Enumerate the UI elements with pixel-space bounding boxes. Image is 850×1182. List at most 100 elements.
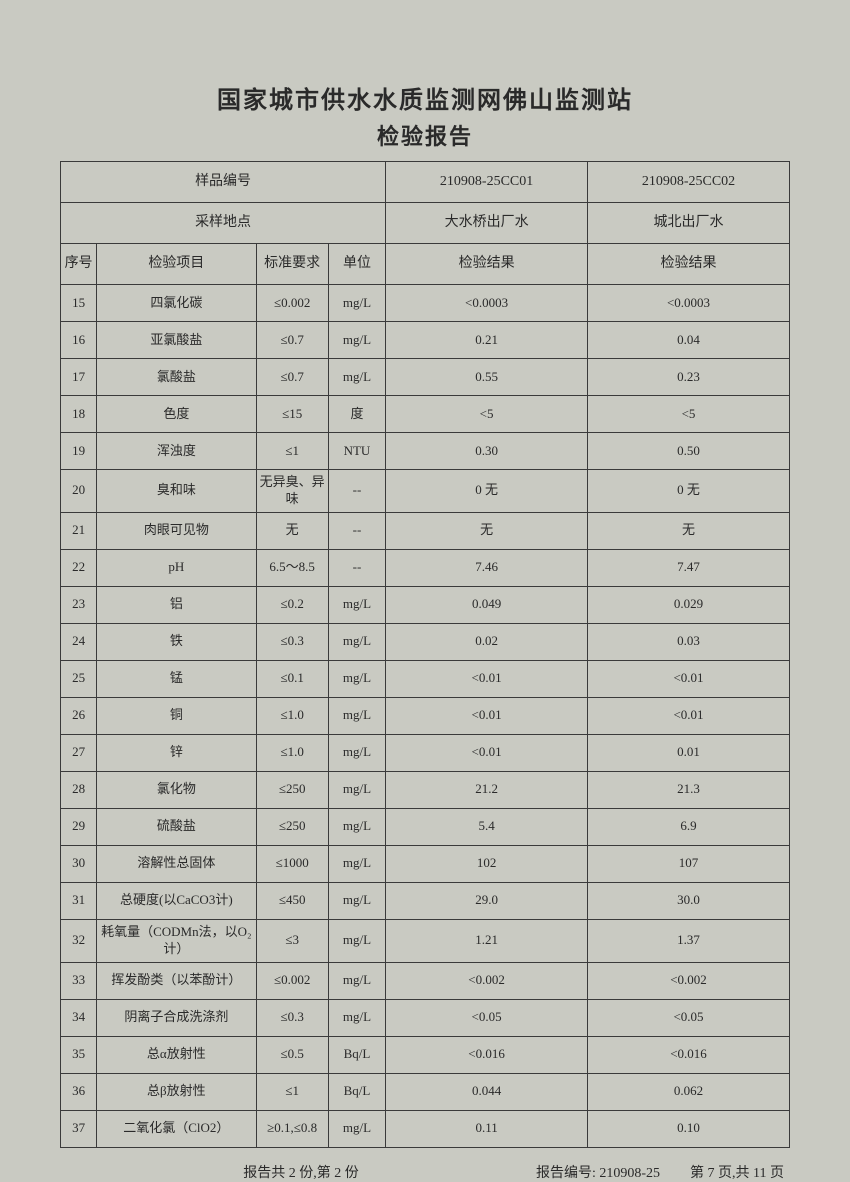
cell-r2: <0.002: [588, 962, 790, 999]
table-row: 21肉眼可见物无--无无: [61, 512, 790, 549]
cell-seq: 33: [61, 962, 97, 999]
cell-r1: <0.002: [386, 962, 588, 999]
footer-report-no: 报告编号: 210908-25: [536, 1162, 660, 1182]
cell-std: ≤0.7: [256, 359, 328, 396]
cell-item: 肉眼可见物: [97, 512, 256, 549]
cell-item: 臭和味: [97, 470, 256, 513]
cell-seq: 30: [61, 845, 97, 882]
cell-r2: 无: [588, 512, 790, 549]
cell-unit: Bq/L: [328, 1073, 385, 1110]
cell-seq: 29: [61, 808, 97, 845]
cell-unit: --: [328, 512, 385, 549]
cell-std: ≤0.3: [256, 623, 328, 660]
cell-r1: 0.55: [386, 359, 588, 396]
report-table: 样品编号 210908-25CC01 210908-25CC02 采样地点 大水…: [60, 161, 790, 1148]
cell-std: ≤3: [256, 919, 328, 962]
table-row: 35总α放射性≤0.5Bq/L<0.016<0.016: [61, 1036, 790, 1073]
cell-unit: mg/L: [328, 845, 385, 882]
header-row-sample-no: 样品编号 210908-25CC01 210908-25CC02: [61, 162, 790, 203]
cell-item: 四氯化碳: [97, 285, 256, 322]
cell-seq: 21: [61, 512, 97, 549]
table-row: 28氯化物≤250mg/L21.221.3: [61, 771, 790, 808]
cell-item: 氯酸盐: [97, 359, 256, 396]
report-footer: 报告共 2 份,第 2 份 报告编号: 210908-25 第 7 页,共 11…: [60, 1162, 790, 1182]
cell-item: 铝: [97, 586, 256, 623]
cell-seq: 18: [61, 396, 97, 433]
col-unit-label: 单位: [328, 244, 385, 285]
cell-seq: 19: [61, 433, 97, 470]
location-1: 大水桥出厂水: [386, 203, 588, 244]
cell-item: 总硬度(以CaCO3计): [97, 882, 256, 919]
cell-r2: <0.01: [588, 660, 790, 697]
cell-r2: 0.029: [588, 586, 790, 623]
cell-seq: 23: [61, 586, 97, 623]
table-row: 17氯酸盐≤0.7mg/L0.550.23: [61, 359, 790, 396]
sample-no-label: 样品编号: [61, 162, 386, 203]
cell-seq: 27: [61, 734, 97, 771]
cell-r2: 0.03: [588, 623, 790, 660]
cell-std: ≤15: [256, 396, 328, 433]
cell-r2: 107: [588, 845, 790, 882]
cell-std: 无: [256, 512, 328, 549]
cell-unit: --: [328, 470, 385, 513]
cell-unit: --: [328, 549, 385, 586]
cell-item: pH: [97, 549, 256, 586]
cell-item: 耗氧量（CODMn法，以O₂计）: [97, 919, 256, 962]
col-result-1-label: 检验结果: [386, 244, 588, 285]
cell-unit: mg/L: [328, 322, 385, 359]
sample-no-2: 210908-25CC02: [588, 162, 790, 203]
cell-seq: 16: [61, 322, 97, 359]
cell-r2: 7.47: [588, 549, 790, 586]
cell-r1: 0.30: [386, 433, 588, 470]
table-row: 15四氯化碳≤0.002mg/L<0.0003<0.0003: [61, 285, 790, 322]
cell-seq: 17: [61, 359, 97, 396]
col-item-label: 检验项目: [97, 244, 256, 285]
cell-item: 溶解性总固体: [97, 845, 256, 882]
cell-r1: 0.02: [386, 623, 588, 660]
cell-r1: <0.01: [386, 734, 588, 771]
cell-item: 铜: [97, 697, 256, 734]
footer-copies: 报告共 2 份,第 2 份: [66, 1162, 536, 1182]
cell-r2: 0.50: [588, 433, 790, 470]
header-row-location: 采样地点 大水桥出厂水 城北出厂水: [61, 203, 790, 244]
cell-item: 浑浊度: [97, 433, 256, 470]
cell-r2: <5: [588, 396, 790, 433]
cell-r2: 1.37: [588, 919, 790, 962]
cell-r2: <0.0003: [588, 285, 790, 322]
table-row: 24铁≤0.3mg/L0.020.03: [61, 623, 790, 660]
cell-r1: 5.4: [386, 808, 588, 845]
cell-unit: mg/L: [328, 919, 385, 962]
cell-unit: mg/L: [328, 771, 385, 808]
cell-std: ≤250: [256, 771, 328, 808]
cell-seq: 31: [61, 882, 97, 919]
cell-seq: 20: [61, 470, 97, 513]
cell-std: ≤0.002: [256, 285, 328, 322]
cell-r2: 0.01: [588, 734, 790, 771]
cell-r2: <0.01: [588, 697, 790, 734]
col-std-label: 标准要求: [256, 244, 328, 285]
cell-seq: 37: [61, 1110, 97, 1147]
cell-r1: 1.21: [386, 919, 588, 962]
cell-seq: 22: [61, 549, 97, 586]
cell-unit: mg/L: [328, 660, 385, 697]
report-title: 国家城市供水水质监测网佛山监测站: [60, 80, 790, 115]
table-row: 19浑浊度≤1NTU0.300.50: [61, 433, 790, 470]
cell-unit: mg/L: [328, 623, 385, 660]
cell-unit: mg/L: [328, 697, 385, 734]
cell-seq: 24: [61, 623, 97, 660]
cell-std: ≤1.0: [256, 734, 328, 771]
cell-r1: 0.044: [386, 1073, 588, 1110]
cell-r1: <0.05: [386, 999, 588, 1036]
cell-r2: 6.9: [588, 808, 790, 845]
cell-std: ≤0.2: [256, 586, 328, 623]
cell-r2: 0 无: [588, 470, 790, 513]
cell-r1: 0 无: [386, 470, 588, 513]
report-page: 国家城市供水水质监测网佛山监测站 检验报告 样品编号 210908-25CC01…: [0, 0, 850, 1170]
cell-r1: <0.0003: [386, 285, 588, 322]
cell-r2: 0.04: [588, 322, 790, 359]
cell-r2: <0.05: [588, 999, 790, 1036]
cell-std: ≤0.7: [256, 322, 328, 359]
table-row: 31总硬度(以CaCO3计)≤450mg/L29.030.0: [61, 882, 790, 919]
cell-std: ≤0.002: [256, 962, 328, 999]
table-row: 23铝≤0.2mg/L0.0490.029: [61, 586, 790, 623]
